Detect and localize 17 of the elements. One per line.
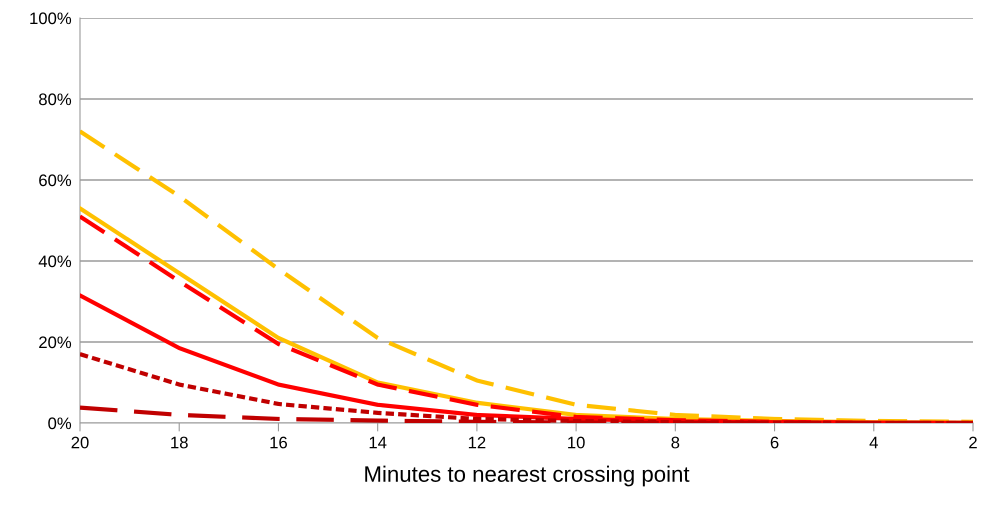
x-tick-label: 4 [870, 436, 878, 448]
x-tick-label: 10 [568, 436, 585, 448]
y-tick-label: 60% [39, 174, 72, 186]
x-tick-label: 8 [671, 436, 680, 448]
y-tick-label: 20% [39, 336, 72, 348]
x-axis-title: Minutes to nearest crossing point [365, 466, 690, 486]
x-tick-label: 16 [270, 436, 287, 448]
y-tick-label: 40% [38, 255, 72, 268]
x-tick-label: 14 [370, 436, 386, 448]
x-tick-label: 6 [770, 436, 778, 448]
y-tick-label: 0% [48, 417, 72, 430]
x-tick-label: 2 [969, 436, 977, 448]
y-tick-label: 100% [30, 12, 72, 24]
x-tick-label: 12 [468, 436, 486, 448]
y-tick-label: 80% [39, 93, 72, 106]
x-tick-label: 18 [171, 436, 188, 448]
x-tick-label: 20 [72, 436, 89, 448]
